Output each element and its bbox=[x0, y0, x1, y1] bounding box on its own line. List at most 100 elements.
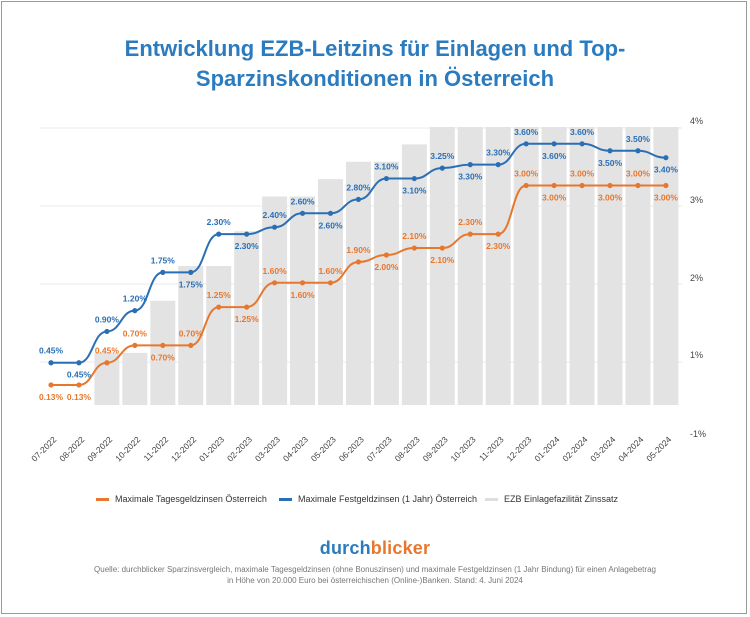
x-tick-label: 10-2022 bbox=[113, 434, 142, 463]
tagesgeld-point bbox=[104, 360, 110, 366]
ezb-bar bbox=[485, 127, 511, 405]
ezb-bar bbox=[318, 179, 343, 405]
tagesgeld-point bbox=[132, 342, 138, 348]
tagesgeld-point bbox=[439, 245, 445, 251]
tagesgeld-point bbox=[76, 382, 82, 388]
ezb-bar bbox=[625, 127, 651, 405]
tagesgeld-point bbox=[355, 259, 362, 265]
legend-label-ezb: EZB Einlagefazilität Zinssatz bbox=[504, 494, 619, 504]
festgeld-point bbox=[104, 328, 110, 335]
festgeld-data-label: 0.90% bbox=[95, 314, 120, 324]
tagesgeld-point bbox=[663, 182, 669, 189]
x-tick-label: 01-2023 bbox=[197, 434, 226, 463]
tagesgeld-point bbox=[188, 342, 194, 348]
festgeld-point bbox=[76, 360, 82, 366]
festgeld-point bbox=[663, 155, 669, 161]
tagesgeld-data-label: 0.70% bbox=[151, 352, 176, 362]
x-tick-label: 09-2023 bbox=[421, 434, 450, 463]
ezb-bar bbox=[513, 127, 539, 405]
festgeld-data-label: 3.25% bbox=[430, 151, 455, 161]
festgeld-point bbox=[244, 231, 250, 237]
tagesgeld-point bbox=[383, 252, 389, 258]
festgeld-point bbox=[48, 360, 54, 366]
festgeld-data-label: 0.45% bbox=[67, 370, 92, 380]
tagesgeld-data-label: 0.70% bbox=[123, 328, 148, 338]
festgeld-data-label: 1.20% bbox=[123, 294, 148, 304]
festgeld-data-label: 3.30% bbox=[486, 148, 511, 158]
festgeld-point bbox=[467, 162, 473, 168]
tagesgeld-point bbox=[523, 182, 529, 189]
x-tick-label: 04-2023 bbox=[281, 434, 310, 463]
festgeld-point bbox=[216, 231, 222, 237]
festgeld-point bbox=[635, 148, 641, 154]
festgeld-data-label: 2.30% bbox=[207, 217, 232, 227]
title-line-1: Entwicklung EZB-Leitzins für Einlagen un… bbox=[124, 36, 626, 61]
x-tick-label: 12-2022 bbox=[169, 434, 198, 463]
festgeld-data-label: 1.75% bbox=[151, 255, 176, 265]
festgeld-data-label: 3.50% bbox=[626, 134, 651, 144]
festgeld-data-label: 2.30% bbox=[235, 241, 260, 251]
x-tick-label: 08-2022 bbox=[57, 434, 86, 463]
festgeld-point bbox=[383, 175, 389, 182]
ezb-bar bbox=[150, 300, 176, 405]
x-tick-label: 02-2024 bbox=[560, 434, 589, 463]
festgeld-point bbox=[132, 308, 138, 314]
x-tick-label: 05-2024 bbox=[644, 434, 673, 463]
source-line-2: in Höhe von 20.000 Euro bei österreichis… bbox=[227, 576, 523, 585]
x-tick-label: 07-2022 bbox=[29, 434, 58, 463]
tagesgeld-point bbox=[579, 182, 585, 189]
festgeld-data-label: 0.45% bbox=[39, 346, 64, 356]
tagesgeld-point bbox=[551, 182, 557, 189]
tagesgeld-data-label: 1.60% bbox=[290, 290, 315, 300]
tagesgeld-data-label: 0.13% bbox=[67, 392, 92, 402]
tagesgeld-data-label: 0.70% bbox=[179, 328, 204, 338]
source-line-1: Quelle: durchblicker Sparzinsvergleich, … bbox=[94, 565, 656, 574]
tagesgeld-point bbox=[48, 382, 54, 388]
x-tick-label: 02-2023 bbox=[225, 434, 254, 463]
tagesgeld-point bbox=[244, 304, 250, 310]
tagesgeld-data-label: 2.10% bbox=[430, 255, 455, 265]
festgeld-data-label: 2.60% bbox=[318, 220, 343, 230]
tagesgeld-data-label: 3.00% bbox=[626, 169, 651, 179]
festgeld-point bbox=[551, 141, 557, 147]
ezb-bar bbox=[429, 127, 455, 405]
tagesgeld-data-label: 0.45% bbox=[95, 346, 120, 356]
tagesgeld-data-label: 1.90% bbox=[346, 245, 371, 255]
ezb-bar bbox=[178, 266, 204, 405]
x-tick-label: 05-2023 bbox=[309, 434, 338, 463]
y-tick-label: 1% bbox=[690, 350, 703, 360]
x-tick-label: 07-2023 bbox=[365, 434, 394, 463]
ezb-bar bbox=[569, 127, 595, 405]
ezb-bar bbox=[290, 196, 316, 405]
festgeld-data-label: 3.60% bbox=[570, 127, 595, 137]
tagesgeld-data-label: 2.10% bbox=[402, 231, 427, 241]
festgeld-data-label: 3.50% bbox=[598, 158, 623, 168]
festgeld-point bbox=[523, 141, 529, 147]
tagesgeld-data-label: 2.30% bbox=[486, 241, 511, 251]
legend-item-ezb: EZB Einlagefazilität Zinssatz bbox=[485, 494, 618, 504]
tagesgeld-point bbox=[327, 280, 334, 286]
tagesgeld-data-label: 2.30% bbox=[458, 217, 483, 227]
x-tick-label: 03-2024 bbox=[588, 434, 617, 463]
ezb-bar bbox=[597, 127, 623, 405]
tagesgeld-data-label: 1.25% bbox=[207, 290, 232, 300]
festgeld-point bbox=[355, 196, 362, 202]
x-tick-label: 06-2023 bbox=[337, 434, 366, 463]
y-tick-label: 2% bbox=[690, 273, 703, 283]
x-tick-label: 01-2024 bbox=[532, 434, 561, 463]
x-tick-label: 10-2023 bbox=[449, 434, 478, 463]
tagesgeld-point bbox=[160, 342, 166, 348]
ezb-bar bbox=[234, 231, 260, 405]
tagesgeld-data-label: 1.25% bbox=[235, 314, 260, 324]
y-tick-label: 3% bbox=[690, 195, 703, 205]
festgeld-data-label: 3.40% bbox=[654, 165, 679, 175]
ezb-bar bbox=[653, 127, 679, 405]
festgeld-point bbox=[327, 210, 334, 216]
festgeld-point bbox=[579, 141, 585, 147]
ezb-bar bbox=[541, 127, 567, 405]
festgeld-point bbox=[495, 162, 501, 168]
y-tick-label: 4% bbox=[690, 116, 703, 126]
tagesgeld-point bbox=[495, 231, 501, 237]
x-tick-label: 04-2024 bbox=[616, 434, 645, 463]
